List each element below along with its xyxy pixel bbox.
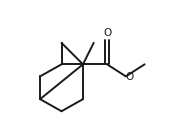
Text: O: O <box>103 28 111 38</box>
Text: O: O <box>126 72 134 82</box>
